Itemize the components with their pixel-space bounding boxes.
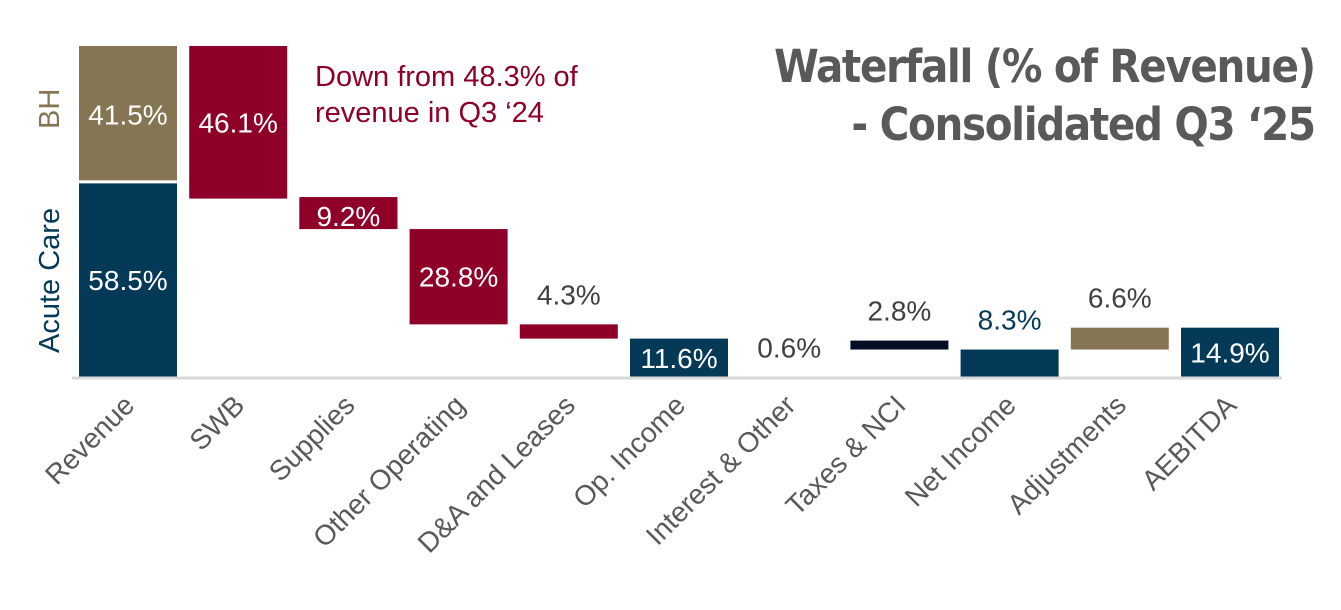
bar-revenue-acute-care: [79, 183, 177, 377]
swb-annotation: Down from 48.3% of revenue in Q3 ‘24: [315, 61, 578, 129]
chart-title: Waterfall (% of Revenue) - Consolidated …: [774, 38, 1317, 154]
bar-swb: [189, 46, 288, 199]
bar-op-income: [630, 338, 728, 377]
bar-d-a-and-leases: [519, 324, 618, 339]
tick-label-swb: SWB: [183, 389, 250, 456]
data-label-supplies: 9.2%: [316, 201, 380, 232]
tick-label-net-income: Net Income: [899, 389, 1022, 512]
tick-label-aebitda: AEBITDA: [1136, 389, 1243, 496]
data-label-net-income: 8.3%: [978, 305, 1042, 336]
data-label-d-a-and-leases: 4.3%: [537, 279, 601, 310]
tick-label-revenue: Revenue: [39, 389, 140, 490]
tick-label-taxes-nci: Taxes & NCI: [780, 389, 912, 521]
bar-supplies-label-bg: [299, 197, 398, 230]
bar-taxes-nci: [850, 340, 949, 350]
tick-label-adjustments: Adjustments: [1001, 389, 1132, 520]
bars-group: 58.5% 41.5% 46.1% 9.2% 28.8% 4.3% 11.6% 0.6% 2.8…: [79, 46, 1279, 377]
chart-title-line2: - Consolidated Q3 ‘25: [851, 98, 1317, 151]
bar-aebitda: [1181, 327, 1279, 377]
data-label-other-operating: 28.8%: [419, 262, 498, 293]
data-label-swb: 46.1%: [198, 107, 277, 138]
data-label-revenue-acute-care: 58.5%: [88, 265, 167, 296]
data-label-op-income: 11.6%: [640, 343, 717, 374]
data-label-aebitda: 14.9%: [1190, 337, 1269, 368]
bar-net-income: [960, 349, 1059, 377]
bar-revenue-bh: [79, 46, 177, 181]
data-label-revenue-bh: 41.5%: [88, 100, 167, 131]
tick-label-supplies: Supplies: [263, 389, 361, 487]
data-label-taxes-nci: 2.8%: [867, 296, 931, 327]
segment-label-bh: BH: [34, 88, 66, 130]
data-label-adjustments: 6.6%: [1088, 283, 1152, 314]
bar-other-operating: [409, 229, 508, 325]
bar-adjustments: [1070, 327, 1169, 350]
chart-title-line1: Waterfall (% of Revenue): [774, 40, 1316, 93]
segment-label-acute-care: Acute Care: [34, 207, 66, 353]
data-label-interest-other: 0.6%: [757, 333, 821, 364]
